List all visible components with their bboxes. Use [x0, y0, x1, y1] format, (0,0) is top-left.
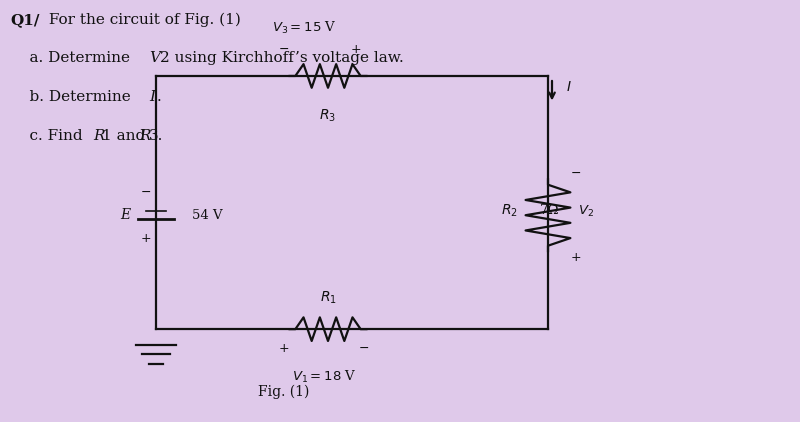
Text: a. Determine: a. Determine [10, 51, 135, 65]
Text: E: E [121, 208, 130, 222]
Text: −: − [358, 342, 370, 354]
Text: 54 V: 54 V [192, 209, 222, 222]
Text: 3.: 3. [149, 129, 163, 143]
Text: +: + [350, 43, 362, 56]
Text: For the circuit of Fig. (1): For the circuit of Fig. (1) [44, 13, 241, 27]
Text: b. Determine: b. Determine [10, 90, 136, 104]
Text: +: + [278, 342, 290, 354]
Text: $\mathit{R}_3$: $\mathit{R}_3$ [319, 108, 337, 124]
Text: −: − [141, 186, 152, 198]
Text: R: R [139, 129, 150, 143]
Text: +: + [570, 251, 582, 264]
Text: $\mathit{R}_1$: $\mathit{R}_1$ [319, 289, 337, 306]
Text: $\mathit{I}$: $\mathit{I}$ [566, 79, 572, 94]
Text: −: − [278, 43, 290, 56]
Text: −: − [570, 167, 582, 179]
Text: R: R [93, 129, 104, 143]
Text: $\mathit{V}_3 = 15$ V: $\mathit{V}_3 = 15$ V [272, 20, 336, 36]
Text: 2 using Kirchhoff’s voltage law.: 2 using Kirchhoff’s voltage law. [160, 51, 404, 65]
Text: Q1/: Q1/ [10, 13, 40, 27]
Text: $\mathit{R}_2$: $\mathit{R}_2$ [501, 203, 518, 219]
Text: +: + [141, 232, 152, 245]
Text: Fig. (1): Fig. (1) [258, 384, 310, 399]
Text: V: V [149, 51, 160, 65]
Text: .: . [157, 90, 162, 104]
Text: 7Ω: 7Ω [540, 205, 559, 217]
Text: 1 and: 1 and [102, 129, 150, 143]
Text: $\mathit{V}_2$: $\mathit{V}_2$ [578, 203, 594, 219]
Text: $\mathit{V}_1 = 18$ V: $\mathit{V}_1 = 18$ V [292, 369, 356, 385]
Text: c. Find: c. Find [10, 129, 88, 143]
Text: I: I [149, 90, 155, 104]
